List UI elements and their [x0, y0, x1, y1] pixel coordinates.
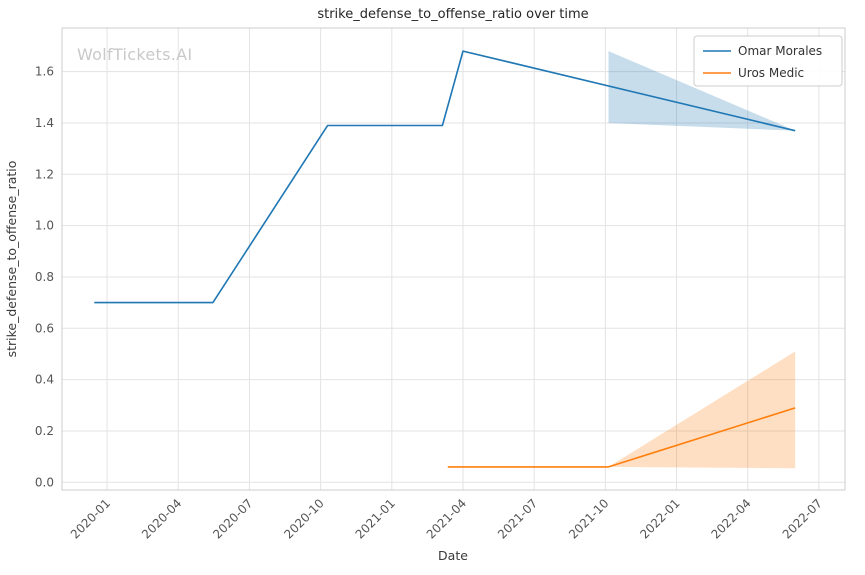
- plot-area: [62, 28, 845, 490]
- series-lines: [94, 50, 796, 468]
- plot-border: [61, 27, 846, 491]
- y-tick-label: 0.4: [35, 373, 54, 387]
- omar-morales-line: [94, 50, 796, 304]
- x-tick-labels: 2020-01 2020-04 2020-07 2020-10 2021-01 2021-…: [68, 496, 825, 541]
- x-tick-label: 2020-07: [210, 496, 255, 541]
- omar-morales-confidence-band: [608, 51, 796, 131]
- x-tick-label: 2022-01: [637, 496, 682, 541]
- y-tick-label: 0.8: [35, 270, 54, 284]
- y-tick-label: 0.2: [35, 424, 54, 438]
- watermark: WolfTickets.AI: [77, 45, 192, 64]
- x-tick-label: 2021-01: [353, 496, 398, 541]
- y-tick-labels: 0.0 0.2 0.4 0.6 0.8 1.0 1.2 1.4 1.6: [35, 65, 54, 490]
- x-axis-label: Date: [438, 548, 468, 563]
- y-tick-label: 0.6: [35, 321, 54, 335]
- y-tick-label: 1.0: [35, 219, 54, 233]
- legend: Omar Morales Uros Medic: [693, 35, 843, 87]
- axes-spines: [61, 27, 846, 491]
- x-tick-label: 2020-10: [281, 496, 326, 541]
- x-tick-label: 2022-07: [780, 496, 825, 541]
- uros-medic-confidence-band: [608, 351, 796, 469]
- plot-background: [62, 28, 845, 490]
- confidence-bands: [608, 51, 796, 469]
- y-tick-label: 0.0: [35, 475, 54, 489]
- x-tick-label: 2020-01: [68, 496, 113, 541]
- uros-medic-line: [447, 407, 796, 468]
- y-tick-label: 1.6: [35, 65, 54, 79]
- chart-title: strike_defense_to_offense_ratio over tim…: [317, 7, 588, 22]
- legend-label-uros-medic: Uros Medic: [738, 66, 804, 80]
- x-tick-label: 2021-04: [424, 496, 469, 541]
- y-tick-label: 1.2: [35, 167, 54, 181]
- x-tick-label: 2021-10: [566, 496, 611, 541]
- x-tick-label: 2021-07: [495, 496, 540, 541]
- x-tick-label: 2020-04: [139, 496, 184, 541]
- y-tick-label: 1.4: [35, 116, 54, 130]
- x-tick-label: 2022-04: [708, 496, 753, 541]
- legend-label-omar-morales: Omar Morales: [738, 44, 822, 58]
- y-axis-label: strike_defense_to_offense_ratio: [4, 161, 19, 358]
